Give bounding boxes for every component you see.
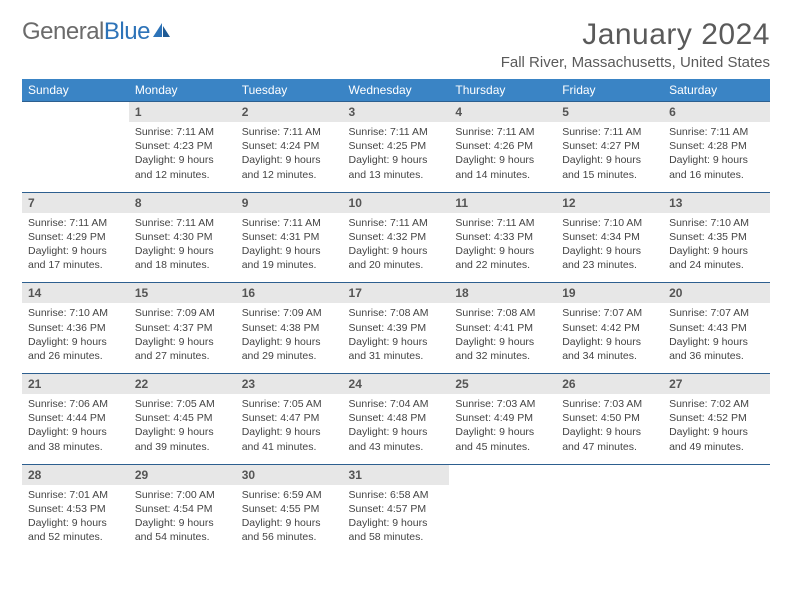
day-content-cell: Sunrise: 7:09 AMSunset: 4:37 PMDaylight:…: [129, 303, 236, 373]
day-header-row: Sunday Monday Tuesday Wednesday Thursday…: [22, 79, 770, 102]
day-content-row: Sunrise: 7:11 AMSunset: 4:29 PMDaylight:…: [22, 213, 770, 283]
day-number-cell: 26: [556, 374, 663, 395]
day-number-cell: 2: [236, 102, 343, 123]
day-content-cell: Sunrise: 7:10 AMSunset: 4:35 PMDaylight:…: [663, 213, 770, 283]
day-content-row: Sunrise: 7:11 AMSunset: 4:23 PMDaylight:…: [22, 122, 770, 192]
day-number-row: 123456: [22, 102, 770, 123]
day-number-cell: [663, 464, 770, 485]
day-header: Sunday: [22, 79, 129, 102]
day-content-cell: Sunrise: 7:08 AMSunset: 4:39 PMDaylight:…: [343, 303, 450, 373]
day-content-cell: [22, 122, 129, 192]
day-number-row: 21222324252627: [22, 374, 770, 395]
day-content-cell: [556, 485, 663, 555]
day-content-cell: Sunrise: 7:11 AMSunset: 4:23 PMDaylight:…: [129, 122, 236, 192]
day-content-row: Sunrise: 7:10 AMSunset: 4:36 PMDaylight:…: [22, 303, 770, 373]
day-content-cell: Sunrise: 7:11 AMSunset: 4:32 PMDaylight:…: [343, 213, 450, 283]
day-number-cell: 24: [343, 374, 450, 395]
day-header: Monday: [129, 79, 236, 102]
day-number-cell: 14: [22, 283, 129, 304]
day-content-row: Sunrise: 7:01 AMSunset: 4:53 PMDaylight:…: [22, 485, 770, 555]
title-block: January 2024 Fall River, Massachusetts, …: [501, 18, 770, 71]
logo-text-blue: Blue: [104, 18, 150, 46]
day-number-cell: 7: [22, 192, 129, 213]
day-content-cell: Sunrise: 7:11 AMSunset: 4:30 PMDaylight:…: [129, 213, 236, 283]
day-number-cell: [449, 464, 556, 485]
location-subtitle: Fall River, Massachusetts, United States: [501, 54, 770, 71]
day-number-cell: [22, 102, 129, 123]
day-content-cell: Sunrise: 7:11 AMSunset: 4:29 PMDaylight:…: [22, 213, 129, 283]
day-number-cell: 31: [343, 464, 450, 485]
day-number-cell: 8: [129, 192, 236, 213]
month-title: January 2024: [501, 18, 770, 52]
day-content-cell: Sunrise: 6:58 AMSunset: 4:57 PMDaylight:…: [343, 485, 450, 555]
day-content-cell: Sunrise: 7:11 AMSunset: 4:27 PMDaylight:…: [556, 122, 663, 192]
day-content-cell: Sunrise: 7:01 AMSunset: 4:53 PMDaylight:…: [22, 485, 129, 555]
day-content-cell: Sunrise: 7:11 AMSunset: 4:28 PMDaylight:…: [663, 122, 770, 192]
day-content-cell: Sunrise: 7:10 AMSunset: 4:36 PMDaylight:…: [22, 303, 129, 373]
logo: General Blue: [22, 18, 172, 46]
day-number-cell: 27: [663, 374, 770, 395]
day-content-cell: Sunrise: 7:06 AMSunset: 4:44 PMDaylight:…: [22, 394, 129, 464]
day-content-cell: Sunrise: 7:11 AMSunset: 4:31 PMDaylight:…: [236, 213, 343, 283]
day-content-cell: Sunrise: 7:11 AMSunset: 4:25 PMDaylight:…: [343, 122, 450, 192]
day-content-cell: Sunrise: 7:09 AMSunset: 4:38 PMDaylight:…: [236, 303, 343, 373]
day-header: Thursday: [449, 79, 556, 102]
day-number-cell: 20: [663, 283, 770, 304]
logo-text-general: General: [22, 18, 104, 46]
day-header: Tuesday: [236, 79, 343, 102]
day-number-cell: 23: [236, 374, 343, 395]
calendar-body: 123456Sunrise: 7:11 AMSunset: 4:23 PMDay…: [22, 102, 770, 555]
day-number-cell: 29: [129, 464, 236, 485]
day-number-cell: 4: [449, 102, 556, 123]
day-number-cell: 19: [556, 283, 663, 304]
day-number-cell: 18: [449, 283, 556, 304]
day-content-cell: Sunrise: 7:11 AMSunset: 4:26 PMDaylight:…: [449, 122, 556, 192]
day-number-cell: 15: [129, 283, 236, 304]
day-number-cell: 12: [556, 192, 663, 213]
day-number-cell: 11: [449, 192, 556, 213]
day-number-cell: 25: [449, 374, 556, 395]
day-number-cell: 16: [236, 283, 343, 304]
day-content-cell: Sunrise: 7:04 AMSunset: 4:48 PMDaylight:…: [343, 394, 450, 464]
day-content-cell: Sunrise: 7:02 AMSunset: 4:52 PMDaylight:…: [663, 394, 770, 464]
day-content-cell: Sunrise: 6:59 AMSunset: 4:55 PMDaylight:…: [236, 485, 343, 555]
day-number-row: 28293031: [22, 464, 770, 485]
day-number-cell: 9: [236, 192, 343, 213]
day-content-cell: Sunrise: 7:00 AMSunset: 4:54 PMDaylight:…: [129, 485, 236, 555]
day-header: Friday: [556, 79, 663, 102]
day-content-cell: Sunrise: 7:07 AMSunset: 4:43 PMDaylight:…: [663, 303, 770, 373]
page-header: General Blue January 2024 Fall River, Ma…: [22, 18, 770, 71]
day-number-cell: 21: [22, 374, 129, 395]
day-number-row: 14151617181920: [22, 283, 770, 304]
day-content-cell: Sunrise: 7:08 AMSunset: 4:41 PMDaylight:…: [449, 303, 556, 373]
day-number-cell: 22: [129, 374, 236, 395]
day-content-cell: Sunrise: 7:03 AMSunset: 4:49 PMDaylight:…: [449, 394, 556, 464]
day-number-cell: 3: [343, 102, 450, 123]
day-content-cell: Sunrise: 7:11 AMSunset: 4:33 PMDaylight:…: [449, 213, 556, 283]
day-number-cell: 10: [343, 192, 450, 213]
day-content-row: Sunrise: 7:06 AMSunset: 4:44 PMDaylight:…: [22, 394, 770, 464]
day-number-cell: 6: [663, 102, 770, 123]
day-header: Saturday: [663, 79, 770, 102]
day-content-cell: Sunrise: 7:03 AMSunset: 4:50 PMDaylight:…: [556, 394, 663, 464]
day-number-cell: 17: [343, 283, 450, 304]
day-number-cell: [556, 464, 663, 485]
day-content-cell: [449, 485, 556, 555]
day-number-cell: 13: [663, 192, 770, 213]
day-number-cell: 30: [236, 464, 343, 485]
day-number-cell: 5: [556, 102, 663, 123]
day-number-cell: 1: [129, 102, 236, 123]
day-number-cell: 28: [22, 464, 129, 485]
day-content-cell: Sunrise: 7:10 AMSunset: 4:34 PMDaylight:…: [556, 213, 663, 283]
day-header: Wednesday: [343, 79, 450, 102]
day-content-cell: Sunrise: 7:05 AMSunset: 4:45 PMDaylight:…: [129, 394, 236, 464]
day-content-cell: Sunrise: 7:05 AMSunset: 4:47 PMDaylight:…: [236, 394, 343, 464]
day-content-cell: Sunrise: 7:11 AMSunset: 4:24 PMDaylight:…: [236, 122, 343, 192]
day-number-row: 78910111213: [22, 192, 770, 213]
day-content-cell: Sunrise: 7:07 AMSunset: 4:42 PMDaylight:…: [556, 303, 663, 373]
logo-sail-icon: [152, 18, 172, 46]
day-content-cell: [663, 485, 770, 555]
calendar-table: Sunday Monday Tuesday Wednesday Thursday…: [22, 79, 770, 554]
